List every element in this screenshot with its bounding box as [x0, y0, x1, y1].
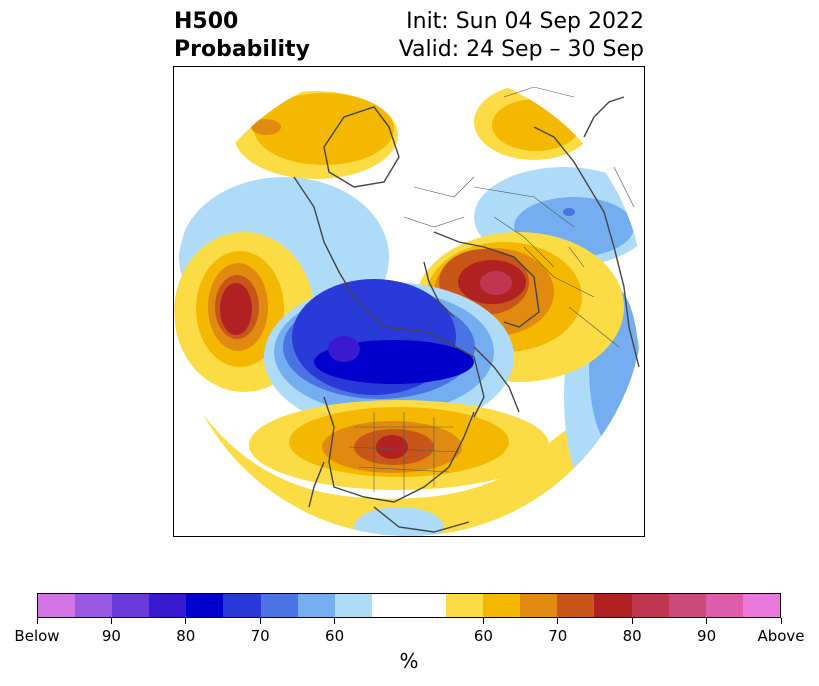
probability-colorbar [37, 593, 781, 618]
colorbar-segment [594, 594, 632, 617]
colorbar-tick-label: 60 [325, 627, 345, 645]
colorbar-unit-label: % [399, 649, 419, 673]
colorbar-segment [149, 594, 187, 617]
colorbar-segment [297, 594, 335, 617]
colorbar-tick-mark [334, 618, 336, 624]
colorbar-segment [260, 594, 298, 617]
colorbar-tick-label: 90 [101, 627, 121, 645]
probability-fields [174, 84, 644, 536]
colorbar-tick-mark [36, 618, 38, 624]
colorbar-segment [520, 594, 558, 617]
colorbar-segment [483, 594, 521, 617]
colorbar-tick-mark [780, 618, 782, 624]
anomaly-southern-band [174, 367, 644, 536]
colorbar-tick-label: 80 [176, 627, 196, 645]
anomaly-polar-negative [264, 279, 514, 432]
colorbar-tick-mark [706, 618, 708, 624]
map-title: H500 Probability [174, 8, 310, 64]
colorbar-segment [557, 594, 595, 617]
colorbar-tick-label: 70 [548, 627, 568, 645]
colorbar-tick-label: 80 [622, 627, 642, 645]
colorbar-tick-mark [110, 618, 112, 624]
colorbar-tick-label: Above [757, 627, 805, 645]
colorbar-segment [631, 594, 669, 617]
colorbar-tick-mark [557, 618, 559, 624]
forecast-dates: Init: Sun 04 Sep 2022 Valid: 24 Sep – 30… [399, 8, 644, 64]
colorbar-segment [371, 594, 409, 617]
colorbar-tick-label: Below [14, 627, 60, 645]
title-line-product: Probability [174, 37, 310, 62]
anomaly-siberia-north-positive [474, 84, 594, 160]
colorbar-segment [668, 594, 706, 617]
colorbar-tick-label: 70 [250, 627, 270, 645]
title-line-variable: H500 [174, 9, 239, 34]
anomaly-greenland-positive [234, 91, 398, 179]
colorbar-tick-mark [259, 618, 261, 624]
colorbar-tick-mark [631, 618, 633, 624]
init-date-label: Init: Sun 04 Sep 2022 [406, 9, 644, 34]
colorbar-segment [186, 594, 224, 617]
colorbar-tick-label: 60 [473, 627, 493, 645]
colorbar-segment [75, 594, 113, 617]
colorbar-segment [742, 594, 780, 617]
colorbar-segment [705, 594, 743, 617]
colorbar-tick-mark [185, 618, 187, 624]
probability-map [174, 84, 644, 536]
colorbar-segment [112, 594, 150, 617]
colorbar-segment [446, 594, 484, 617]
colorbar-segment [38, 594, 76, 617]
colorbar-segment [334, 594, 372, 617]
colorbar-tick-mark [482, 618, 484, 624]
anomaly-north-america-positive [249, 400, 549, 490]
colorbar-tick-label: 90 [697, 627, 717, 645]
polar-map-panel [173, 66, 645, 537]
colorbar-segment [408, 594, 447, 617]
valid-period-label: Valid: 24 Sep – 30 Sep [398, 37, 644, 62]
political-borders [348, 86, 635, 497]
colorbar-segment [223, 594, 261, 617]
